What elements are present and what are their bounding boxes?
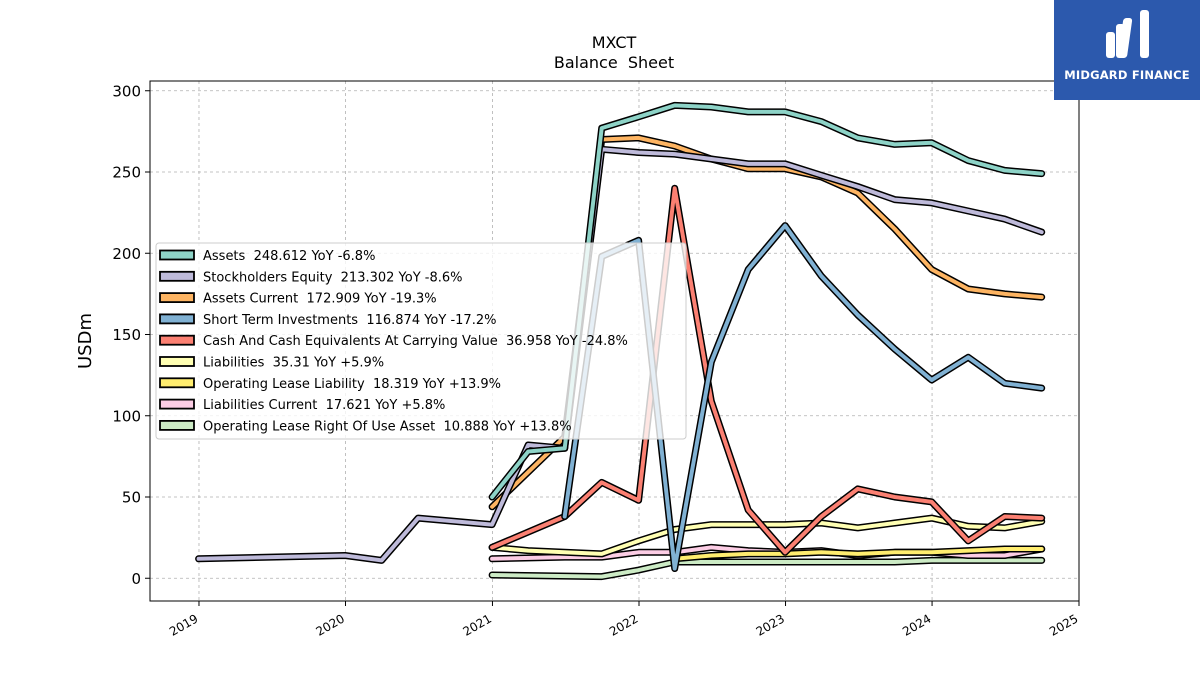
series-line — [672, 547, 1044, 561]
x-tick-label: 2023 — [754, 611, 787, 638]
series-line — [490, 558, 1044, 579]
brand-logo: MIDGARD FINANCE — [1054, 0, 1200, 100]
legend-swatch — [159, 398, 195, 410]
y-tick-label: 250 — [112, 164, 141, 182]
series-cash-and-cash-equivalents-at-carrying-value — [488, 184, 1046, 556]
legend-label: Cash And Cash Equivalents At Carrying Va… — [203, 334, 628, 349]
x-tick-label: 2024 — [900, 611, 933, 638]
plot-frame — [149, 80, 1080, 602]
logo-text: MIDGARD FINANCE — [1064, 68, 1190, 82]
series-line — [490, 186, 1044, 555]
legend-swatch — [159, 313, 195, 325]
series-line — [196, 147, 1044, 563]
legend-swatch — [159, 334, 195, 346]
legend-item: Liabilities 35.31 YoY +5.9% — [159, 356, 384, 371]
series-stockholders-equity — [195, 145, 1046, 564]
chart-subtitle: Balance Sheet — [554, 53, 674, 72]
legend-swatch — [159, 292, 195, 304]
legend-swatch — [159, 249, 195, 261]
x-tick-label: 2022 — [607, 611, 640, 638]
x-tick-label: 2019 — [167, 611, 200, 638]
chart-title: MXCT — [592, 33, 637, 52]
x-tick-label: 2025 — [1047, 611, 1080, 638]
legend-item: Cash And Cash Equivalents At Carrying Va… — [159, 334, 628, 349]
legend-item: Liabilities Current 17.621 YoY +5.8% — [159, 398, 445, 413]
y-tick-label: 150 — [112, 326, 141, 344]
legend-swatch — [159, 377, 195, 389]
legend-label: Stockholders Equity 213.302 YoY -8.6% — [203, 270, 463, 285]
x-tick-label: 2021 — [460, 611, 493, 638]
y-tick-label: 0 — [131, 570, 141, 588]
legend-item: Operating Lease Right Of Use Asset 10.88… — [159, 419, 572, 434]
series-line — [490, 135, 1044, 509]
legend-label: Assets 248.612 YoY -6.8% — [203, 249, 375, 264]
legend-label: Operating Lease Liability 18.319 YoY +13… — [203, 377, 501, 392]
y-axis-label: USDm — [75, 313, 96, 369]
legend-swatch — [159, 270, 195, 282]
legend: Assets 248.612 YoY -6.8% Stockholders Equ… — [155, 242, 687, 440]
legend-label: Operating Lease Right Of Use Asset 10.88… — [203, 419, 572, 434]
legend-swatch — [159, 419, 195, 431]
legend-swatch — [159, 356, 195, 367]
y-axis: 0 50 100 150 200 250 300 — [112, 82, 150, 588]
x-tick-label: 2020 — [314, 611, 347, 638]
legend-item: Short Term Investments 116.874 YoY -17.2… — [159, 313, 496, 328]
legend-item: Assets Current 172.909 YoY -19.3% — [159, 292, 437, 307]
series-operating-lease-liability — [671, 545, 1046, 563]
y-tick-label: 100 — [112, 407, 141, 425]
y-tick-label: 50 — [122, 489, 141, 507]
legend-item: Assets 248.612 YoY -6.8% — [159, 249, 375, 264]
legend-label: Liabilities 35.31 YoY +5.9% — [203, 356, 384, 371]
legend-item: Stockholders Equity 213.302 YoY -8.6% — [159, 270, 463, 285]
series-assets-current — [488, 134, 1046, 511]
legend-label: Short Term Investments 116.874 YoY -17.2… — [203, 313, 496, 328]
logo-mark-icon — [1106, 10, 1149, 58]
legend-label: Liabilities Current 17.621 YoY +5.8% — [203, 398, 445, 413]
x-axis: 2019 2020 2021 2022 2023 2024 2025 — [167, 601, 1081, 639]
legend-item: Operating Lease Liability 18.319 YoY +13… — [159, 377, 501, 392]
legend-label: Assets Current 172.909 YoY -19.3% — [203, 292, 437, 307]
series-operating-lease-right-of-use-asset — [488, 556, 1046, 581]
legend-box — [155, 242, 687, 440]
y-tick-label: 200 — [112, 245, 141, 263]
y-tick-label: 300 — [112, 82, 141, 100]
